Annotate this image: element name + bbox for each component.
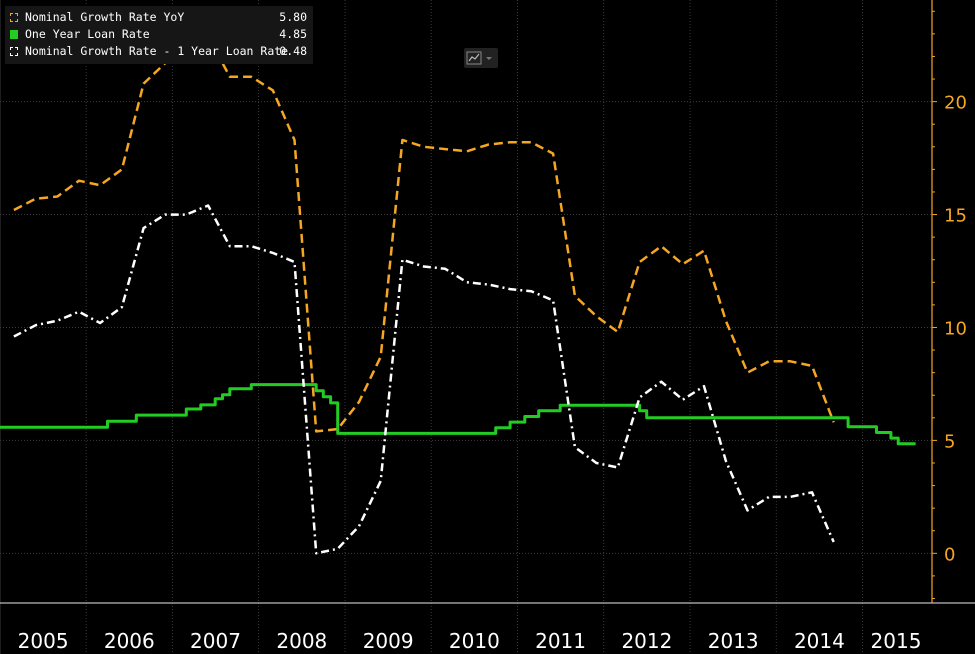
legend-swatch-nominal-growth: [10, 13, 18, 22]
y-tick-label: 5: [944, 431, 955, 452]
x-tick-label: 2015: [871, 629, 922, 653]
legend: Nominal Growth Rate YoY 5.80 One Year Lo…: [5, 6, 313, 64]
x-tick-label: 2005: [18, 629, 69, 653]
x-tick-label: 2008: [276, 629, 327, 653]
legend-value: 4.85: [279, 27, 307, 41]
series-line-0: [13, 34, 835, 433]
x-tick-label: 2006: [104, 629, 155, 653]
gridlines: [0, 0, 932, 654]
line-chart-icon: [466, 51, 482, 65]
legend-label: One Year Loan Rate: [25, 27, 150, 41]
x-tick-label: 2013: [708, 629, 759, 653]
legend-swatch-spread: [10, 47, 18, 56]
y-tick-label: 0: [944, 544, 955, 565]
legend-value: 0.48: [279, 44, 307, 58]
legend-label: Nominal Growth Rate - 1 Year Loan Rate: [25, 44, 289, 58]
x-tick-label: 2012: [621, 629, 672, 653]
legend-item-spread[interactable]: Nominal Growth Rate - 1 Year Loan Rate 0…: [5, 44, 313, 62]
series-line-2: [13, 204, 835, 555]
chevron-down-icon: [486, 57, 492, 60]
legend-item-nominal-growth[interactable]: Nominal Growth Rate YoY 5.80: [5, 10, 313, 28]
x-tick-label: 2009: [363, 629, 414, 653]
legend-value: 5.80: [279, 10, 307, 24]
legend-item-one-year-loan[interactable]: One Year Loan Rate 4.85: [5, 27, 313, 45]
y-tick-label: 10: [944, 318, 967, 339]
x-tick-label: 2011: [535, 629, 586, 653]
x-tick-label: 2010: [449, 629, 500, 653]
x-tick-label: 2007: [190, 629, 241, 653]
y-tick-label: 20: [944, 93, 967, 114]
chart-type-menu-button[interactable]: [464, 48, 498, 68]
legend-swatch-one-year-loan: [10, 30, 18, 39]
series-lines: [0, 34, 916, 555]
legend-label: Nominal Growth Rate YoY: [25, 10, 185, 24]
y-tick-label: 15: [944, 206, 967, 227]
x-tick-label: 2014: [794, 629, 845, 653]
series-line-1: [0, 383, 916, 446]
